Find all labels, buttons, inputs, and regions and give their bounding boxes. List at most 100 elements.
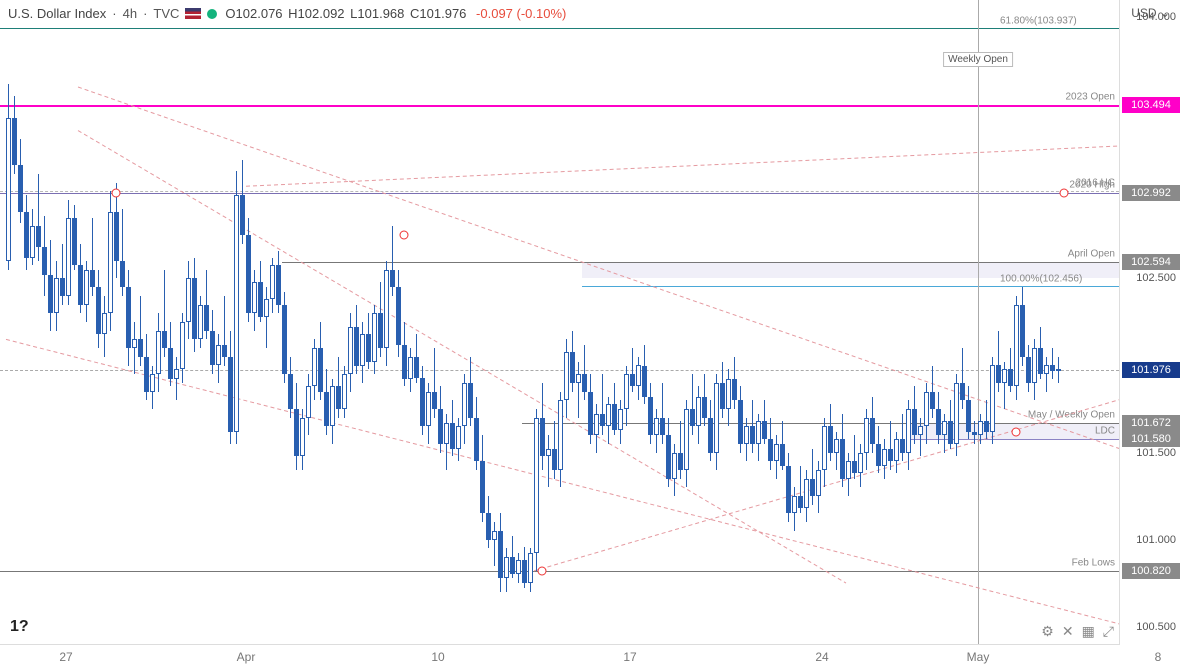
candle xyxy=(252,270,257,331)
candle xyxy=(912,386,917,443)
grid-icon[interactable]: ▦ xyxy=(1082,623,1095,640)
candle xyxy=(390,226,395,296)
candle xyxy=(648,383,653,444)
candle xyxy=(978,414,983,444)
price-tag: 101.580 xyxy=(1122,431,1180,447)
candle xyxy=(1026,345,1031,392)
candle xyxy=(606,397,611,444)
y-tick: 101.500 xyxy=(1136,447,1176,459)
candle xyxy=(84,261,89,322)
price-tag: 102.594 xyxy=(1122,254,1180,270)
candle xyxy=(492,522,497,566)
candle xyxy=(156,313,161,391)
candle xyxy=(534,409,539,571)
candle xyxy=(984,400,989,438)
candle xyxy=(708,400,713,461)
settings-icon[interactable]: ⚙ xyxy=(1041,623,1054,640)
candle xyxy=(846,453,851,497)
currency-selector[interactable]: USD ⌄ xyxy=(1131,6,1170,20)
candle xyxy=(486,496,491,548)
candle xyxy=(342,366,347,418)
candle xyxy=(894,432,899,474)
candle xyxy=(24,195,29,270)
candle xyxy=(270,258,275,314)
candle xyxy=(30,209,35,265)
candle xyxy=(366,313,371,369)
candle xyxy=(870,397,875,453)
chart-plot[interactable]: 61.80%(103.937)2023 Open2020 High2016 HC… xyxy=(0,0,1120,644)
candle xyxy=(882,439,887,479)
candle xyxy=(174,357,179,401)
candle xyxy=(480,435,485,522)
candle xyxy=(150,366,155,410)
tradingview-logo[interactable]: 1? xyxy=(10,618,29,636)
candle xyxy=(678,421,683,478)
candle xyxy=(834,432,839,470)
candle xyxy=(990,357,995,444)
candle xyxy=(432,348,437,418)
price-tag: 101.976 xyxy=(1122,362,1180,378)
candle xyxy=(282,292,287,383)
chart-tools: ⚙ ✕ ▦ ⤢ xyxy=(1041,623,1114,640)
candle xyxy=(798,466,803,513)
candle xyxy=(186,261,191,339)
candle xyxy=(1050,348,1055,379)
candle xyxy=(102,296,107,357)
candle xyxy=(360,322,365,383)
candle xyxy=(126,270,131,366)
candle xyxy=(414,334,419,383)
candle xyxy=(858,444,863,488)
interval[interactable]: 4h xyxy=(123,6,137,21)
candle xyxy=(624,366,629,427)
marker-ring-icon xyxy=(400,230,409,239)
marker-ring-icon xyxy=(1060,189,1069,198)
candle xyxy=(276,251,281,314)
candle xyxy=(996,331,1001,392)
candle xyxy=(354,305,359,375)
candle xyxy=(750,400,755,452)
close-icon[interactable]: ✕ xyxy=(1062,623,1074,640)
candle xyxy=(954,374,959,456)
trendline[interactable] xyxy=(78,131,846,584)
y-tick: 100.500 xyxy=(1136,621,1176,633)
candle xyxy=(636,357,641,401)
candle xyxy=(654,409,659,453)
candle xyxy=(948,400,953,449)
candle xyxy=(240,160,245,244)
ohlc-readout: O102.076 H102.092 L101.968 C101.976 -0.0… xyxy=(223,6,566,21)
candle xyxy=(1014,296,1019,400)
candle xyxy=(108,191,113,330)
candle xyxy=(120,209,125,296)
candle xyxy=(42,216,47,296)
candle xyxy=(324,369,329,435)
candle xyxy=(462,374,467,444)
x-tick: 8 xyxy=(1155,650,1162,664)
chevron-down-icon: ⌄ xyxy=(1160,6,1170,20)
candle xyxy=(450,400,455,456)
price-tag: 100.820 xyxy=(1122,563,1180,579)
symbol-name[interactable]: U.S. Dollar Index xyxy=(8,6,106,21)
candle xyxy=(306,374,311,435)
candle xyxy=(768,418,773,470)
candle xyxy=(570,331,575,392)
candle xyxy=(588,374,593,444)
candle xyxy=(900,414,905,461)
candle xyxy=(642,345,647,404)
candle xyxy=(972,421,977,444)
candle xyxy=(630,348,635,392)
candle xyxy=(288,357,293,418)
trendline[interactable] xyxy=(246,139,1120,186)
candle xyxy=(1008,348,1013,392)
price-tag: 103.494 xyxy=(1122,97,1180,113)
candle xyxy=(564,339,569,417)
fullscreen-icon[interactable]: ⤢ xyxy=(1103,623,1114,640)
candle xyxy=(780,421,785,470)
y-tick: 101.000 xyxy=(1136,534,1176,546)
candle xyxy=(78,244,83,314)
candle xyxy=(510,536,515,578)
x-tick: Apr xyxy=(237,650,256,664)
x-tick: 10 xyxy=(431,650,444,664)
candle xyxy=(840,414,845,487)
candle xyxy=(426,383,431,444)
candle xyxy=(60,244,65,305)
